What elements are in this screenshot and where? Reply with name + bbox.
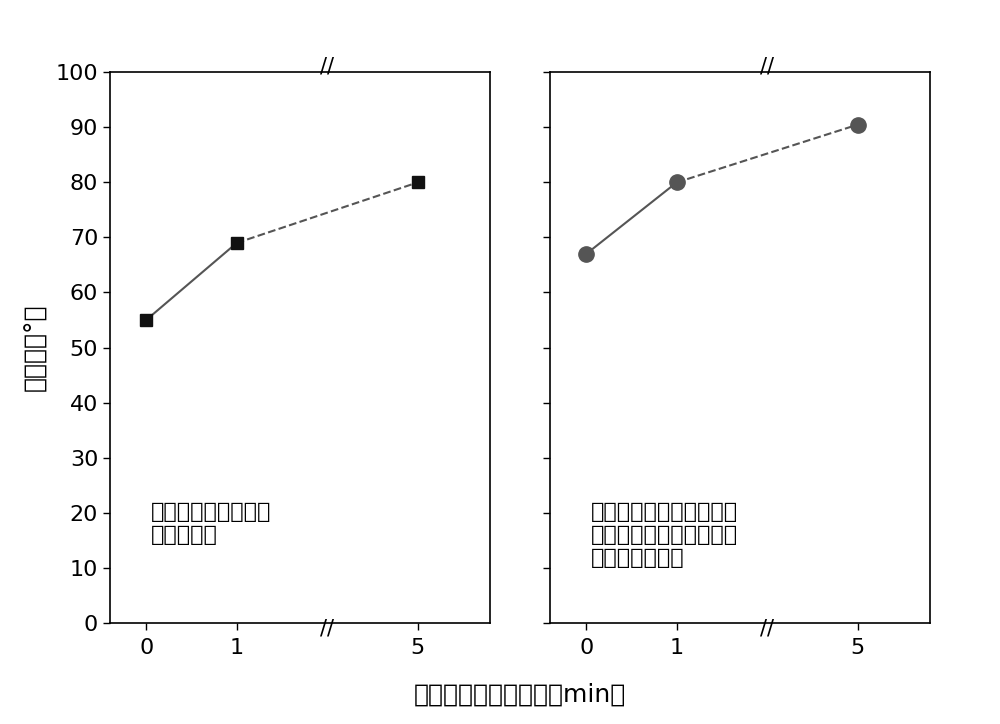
Text: //: // (320, 618, 334, 638)
Text: 氢气处理不同时间煤泥与
氧等离子体激活的捕收剂
吸附后的接触角: 氢气处理不同时间煤泥与 氧等离子体激活的捕收剂 吸附后的接触角 (591, 502, 738, 568)
Text: //: // (760, 57, 774, 77)
Text: 氢气处理不同时间后
煤泥接触角: 氢气处理不同时间后 煤泥接触角 (151, 502, 271, 544)
Y-axis label: 接触角（°）: 接触角（°） (23, 304, 47, 391)
Text: //: // (320, 57, 334, 77)
Text: //: // (760, 618, 774, 638)
Text: 氢等离子体处理时间（min）: 氢等离子体处理时间（min） (414, 683, 626, 707)
